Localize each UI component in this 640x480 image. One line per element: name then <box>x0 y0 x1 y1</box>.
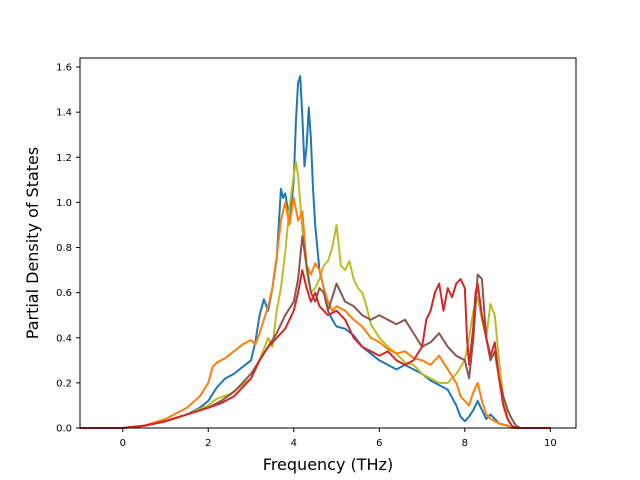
y-axis-label: Partial Density of States <box>23 147 42 339</box>
plot-frame <box>79 57 577 429</box>
x-tick-label: 4 <box>291 438 297 449</box>
y-tick-label: 0.4 <box>56 333 72 344</box>
y-tick-label: 1.4 <box>56 108 72 119</box>
series-line-0 <box>80 75 551 429</box>
y-tick-label: 1.6 <box>56 63 72 74</box>
x-tick-label: 2 <box>205 438 211 449</box>
y-tick-label: 0.8 <box>56 243 72 254</box>
y-tick-label: 1.0 <box>56 198 72 209</box>
series-line-4 <box>80 269 551 429</box>
plot-background <box>80 58 576 428</box>
y-tick-label: 0.0 <box>56 424 72 435</box>
x-tick-label: 10 <box>544 438 557 449</box>
x-ticks: 0 2 4 6 8 10 <box>120 428 557 449</box>
series-line-2 <box>80 196 551 429</box>
y-tick-label: 0.2 <box>56 378 72 389</box>
x-axis-label: Frequency (THz) <box>263 455 393 474</box>
y-tick-label: 0.6 <box>56 288 72 299</box>
y-ticks: 0.0 0.2 0.4 0.6 0.8 1.0 1.2 1.4 1.6 <box>56 63 80 435</box>
x-tick-label: 6 <box>376 438 382 449</box>
y-tick-label: 1.2 <box>56 153 72 164</box>
series-layer <box>80 75 551 429</box>
x-tick-label: 0 <box>120 438 126 449</box>
x-tick-label: 8 <box>462 438 468 449</box>
